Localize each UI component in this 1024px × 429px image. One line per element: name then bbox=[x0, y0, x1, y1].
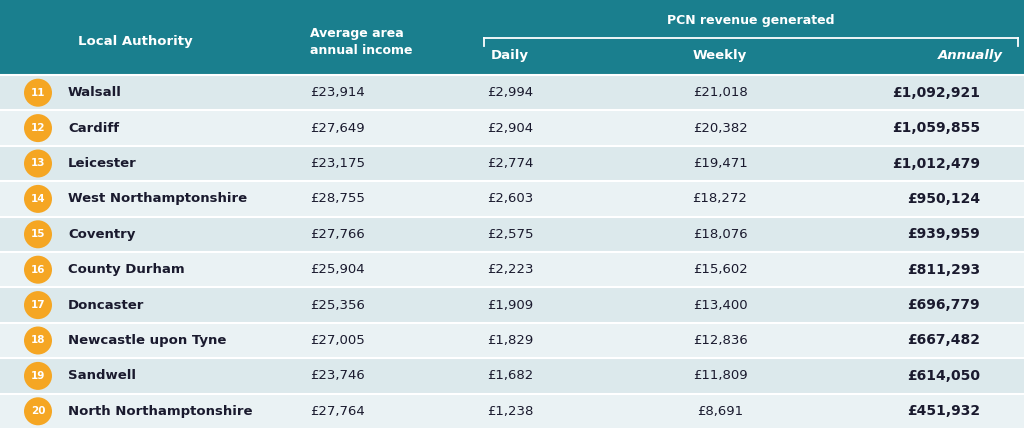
Circle shape bbox=[24, 149, 52, 178]
Bar bbox=[0, 393, 1024, 429]
Text: Sandwell: Sandwell bbox=[68, 369, 136, 382]
Text: 11: 11 bbox=[31, 88, 45, 98]
Text: £2,774: £2,774 bbox=[486, 157, 534, 170]
Bar bbox=[0, 252, 1024, 287]
Text: £18,076: £18,076 bbox=[692, 228, 748, 241]
Text: £23,914: £23,914 bbox=[310, 86, 365, 99]
Text: Weekly: Weekly bbox=[693, 48, 748, 61]
Text: £21,018: £21,018 bbox=[692, 86, 748, 99]
Text: County Durham: County Durham bbox=[68, 263, 184, 276]
Text: Cardiff: Cardiff bbox=[68, 121, 119, 135]
Text: £12,836: £12,836 bbox=[692, 334, 748, 347]
Text: 18: 18 bbox=[31, 335, 45, 345]
Text: Coventry: Coventry bbox=[68, 228, 135, 241]
Bar bbox=[0, 75, 1024, 110]
Text: £25,904: £25,904 bbox=[310, 263, 365, 276]
Text: £2,603: £2,603 bbox=[486, 192, 534, 205]
Bar bbox=[0, 217, 1024, 252]
Text: 17: 17 bbox=[31, 300, 45, 310]
Text: 14: 14 bbox=[31, 194, 45, 204]
Circle shape bbox=[24, 397, 52, 425]
Text: £811,293: £811,293 bbox=[907, 263, 980, 277]
Text: £23,746: £23,746 bbox=[310, 369, 365, 382]
Bar bbox=[0, 287, 1024, 323]
Text: Average area
annual income: Average area annual income bbox=[310, 27, 413, 57]
Text: Daily: Daily bbox=[490, 48, 529, 61]
Text: £8,691: £8,691 bbox=[697, 405, 743, 418]
Text: £28,755: £28,755 bbox=[310, 192, 365, 205]
Text: £27,766: £27,766 bbox=[310, 228, 365, 241]
Text: £939,959: £939,959 bbox=[907, 227, 980, 241]
Bar bbox=[0, 146, 1024, 181]
Text: Walsall: Walsall bbox=[68, 86, 122, 99]
Text: £27,649: £27,649 bbox=[310, 121, 365, 135]
Bar bbox=[0, 358, 1024, 393]
Bar bbox=[0, 181, 1024, 217]
Text: £2,575: £2,575 bbox=[486, 228, 534, 241]
Circle shape bbox=[24, 114, 52, 142]
Text: £13,400: £13,400 bbox=[692, 299, 748, 311]
Text: £18,272: £18,272 bbox=[692, 192, 748, 205]
Bar bbox=[0, 110, 1024, 146]
Text: £25,356: £25,356 bbox=[310, 299, 365, 311]
Text: £614,050: £614,050 bbox=[907, 369, 980, 383]
Text: PCN revenue generated: PCN revenue generated bbox=[668, 14, 835, 27]
Text: £1,059,855: £1,059,855 bbox=[892, 121, 980, 135]
Text: £1,012,479: £1,012,479 bbox=[892, 157, 980, 170]
Text: £950,124: £950,124 bbox=[907, 192, 980, 206]
Text: Newcastle upon Tyne: Newcastle upon Tyne bbox=[68, 334, 226, 347]
Circle shape bbox=[24, 185, 52, 213]
Text: £1,238: £1,238 bbox=[486, 405, 534, 418]
Text: Leicester: Leicester bbox=[68, 157, 137, 170]
Text: North Northamptonshire: North Northamptonshire bbox=[68, 405, 253, 418]
Circle shape bbox=[24, 362, 52, 390]
Text: £1,682: £1,682 bbox=[486, 369, 534, 382]
Text: 20: 20 bbox=[31, 406, 45, 416]
Circle shape bbox=[24, 79, 52, 107]
Text: £2,904: £2,904 bbox=[487, 121, 534, 135]
Text: £11,809: £11,809 bbox=[692, 369, 748, 382]
Text: £27,005: £27,005 bbox=[310, 334, 365, 347]
Text: £2,994: £2,994 bbox=[487, 86, 534, 99]
Text: £2,223: £2,223 bbox=[486, 263, 534, 276]
Text: £667,482: £667,482 bbox=[907, 333, 980, 347]
Text: £451,932: £451,932 bbox=[907, 404, 980, 418]
Text: £20,382: £20,382 bbox=[692, 121, 748, 135]
Text: £27,764: £27,764 bbox=[310, 405, 365, 418]
Circle shape bbox=[24, 291, 52, 319]
Text: 16: 16 bbox=[31, 265, 45, 275]
Circle shape bbox=[24, 256, 52, 284]
Text: Doncaster: Doncaster bbox=[68, 299, 144, 311]
Bar bbox=[0, 323, 1024, 358]
Circle shape bbox=[24, 221, 52, 248]
Text: £1,909: £1,909 bbox=[487, 299, 534, 311]
Text: 19: 19 bbox=[31, 371, 45, 381]
Text: West Northamptonshire: West Northamptonshire bbox=[68, 192, 247, 205]
Text: £1,829: £1,829 bbox=[486, 334, 534, 347]
Text: 15: 15 bbox=[31, 229, 45, 239]
Text: £23,175: £23,175 bbox=[310, 157, 365, 170]
Text: Annually: Annually bbox=[938, 48, 1002, 61]
Text: 12: 12 bbox=[31, 123, 45, 133]
Text: £696,779: £696,779 bbox=[907, 298, 980, 312]
Bar bbox=[0, 0, 1024, 75]
Text: £15,602: £15,602 bbox=[692, 263, 748, 276]
Text: £1,092,921: £1,092,921 bbox=[892, 86, 980, 100]
Text: Local Authority: Local Authority bbox=[78, 35, 193, 48]
Text: £19,471: £19,471 bbox=[692, 157, 748, 170]
Circle shape bbox=[24, 326, 52, 354]
Text: 13: 13 bbox=[31, 158, 45, 169]
